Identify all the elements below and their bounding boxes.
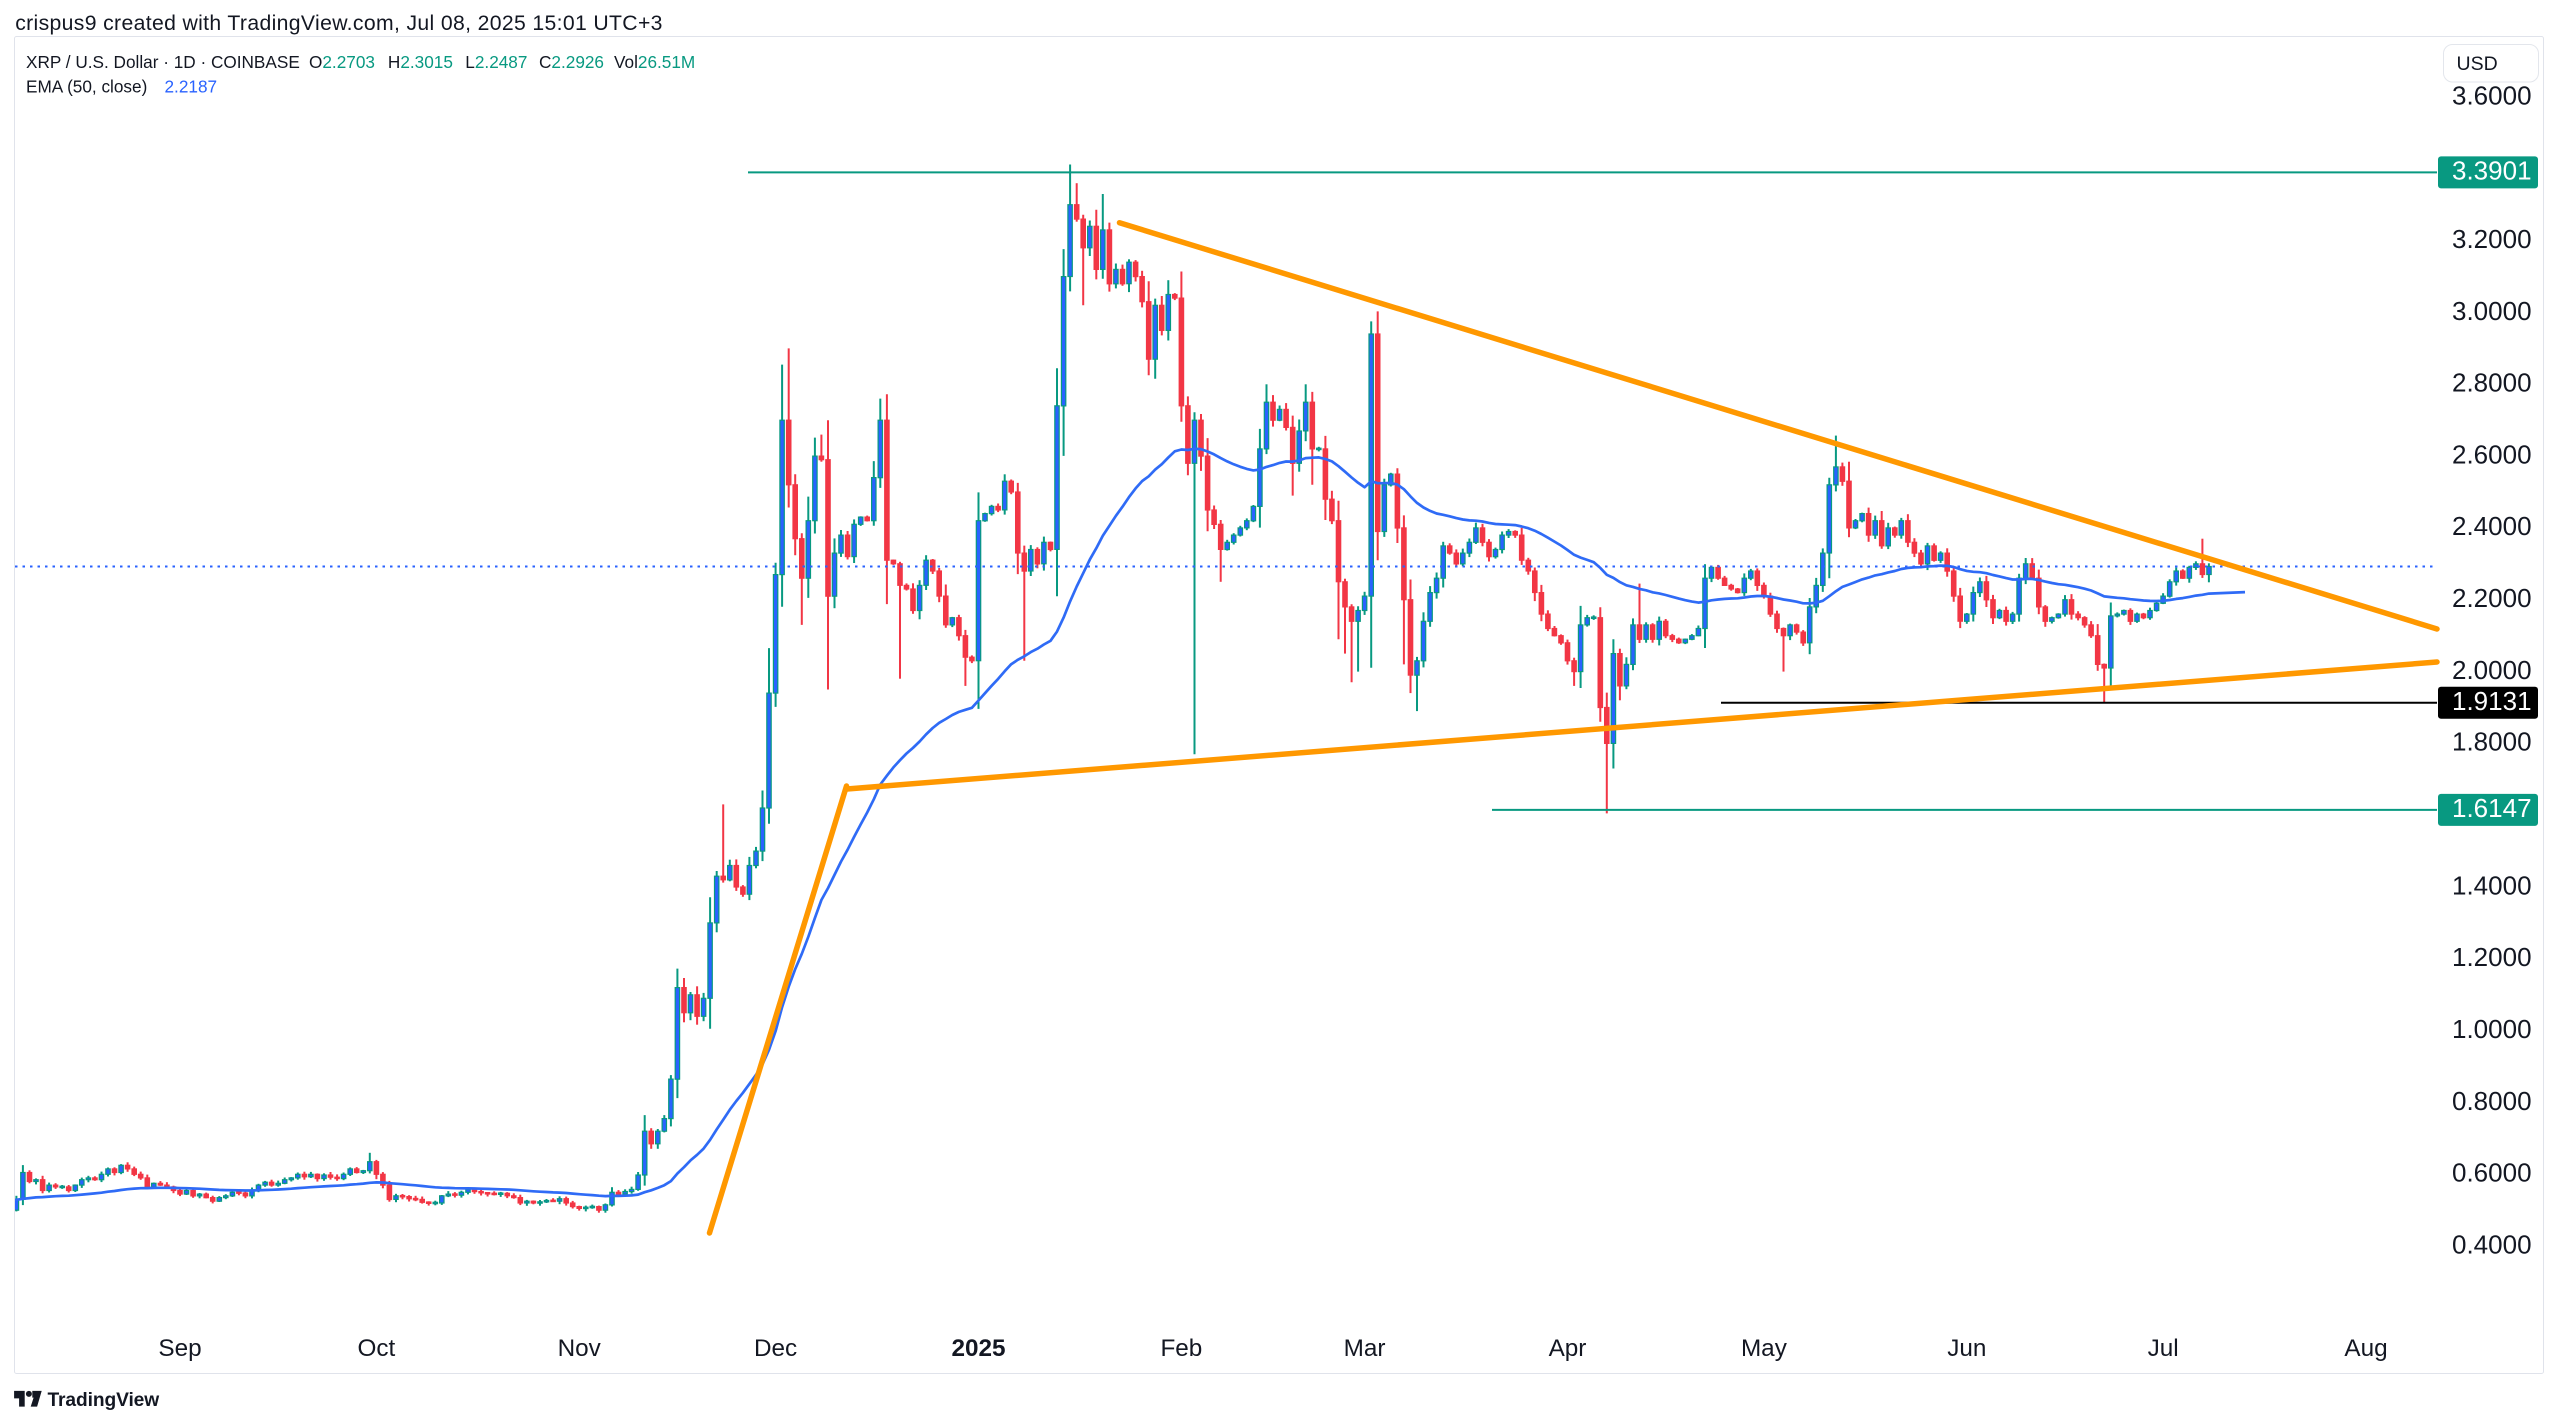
svg-text:crispus9 created with TradingV: crispus9 created with TradingView.com, J… [15, 12, 663, 35]
svg-text:2.2000: 2.2000 [2452, 583, 2532, 613]
svg-text:1.0000: 1.0000 [2452, 1014, 2532, 1044]
svg-text:1.8000: 1.8000 [2452, 727, 2532, 757]
svg-text:TradingView: TradingView [48, 1390, 160, 1411]
svg-text:0.6000: 0.6000 [2452, 1158, 2532, 1188]
svg-text:3.3901: 3.3901 [2452, 156, 2532, 186]
svg-text:1.2000: 1.2000 [2452, 942, 2532, 972]
svg-text:3.0000: 3.0000 [2452, 296, 2532, 326]
svg-text:Aug: Aug [2344, 1335, 2387, 1362]
svg-text:1.9131: 1.9131 [2452, 686, 2532, 716]
svg-text:2.6000: 2.6000 [2452, 439, 2532, 469]
svg-text:2.0000: 2.0000 [2452, 655, 2532, 685]
svg-text:USD: USD [2457, 53, 2498, 75]
svg-text:2.4000: 2.4000 [2452, 511, 2532, 541]
svg-text:Jun: Jun [1947, 1335, 1986, 1362]
svg-text:XRP / U.S. Dollar · 1D · COINB: XRP / U.S. Dollar · 1D · COINBASE O2.2703… [26, 52, 695, 72]
svg-text:Jul: Jul [2148, 1335, 2179, 1362]
svg-text:Apr: Apr [1549, 1335, 1587, 1362]
svg-text:2.8000: 2.8000 [2452, 368, 2532, 398]
svg-text:Nov: Nov [558, 1335, 602, 1362]
svg-text:Dec: Dec [754, 1335, 797, 1362]
svg-text:0.4000: 0.4000 [2452, 1229, 2532, 1259]
svg-text:May: May [1741, 1335, 1788, 1362]
svg-text:Feb: Feb [1160, 1335, 1202, 1362]
svg-text:EMA (50, close)2.2187: EMA (50, close) 2.2187 [26, 77, 217, 97]
svg-text:Mar: Mar [1344, 1335, 1386, 1362]
svg-text:3.6000: 3.6000 [2452, 80, 2532, 110]
svg-text:1.6147: 1.6147 [2452, 793, 2532, 823]
svg-text:Oct: Oct [357, 1335, 395, 1362]
svg-text:2025: 2025 [951, 1335, 1005, 1362]
svg-text:1.4000: 1.4000 [2452, 870, 2532, 900]
svg-text:3.2000: 3.2000 [2452, 224, 2532, 254]
svg-text:0.8000: 0.8000 [2452, 1086, 2532, 1116]
svg-text:Sep: Sep [158, 1335, 201, 1362]
